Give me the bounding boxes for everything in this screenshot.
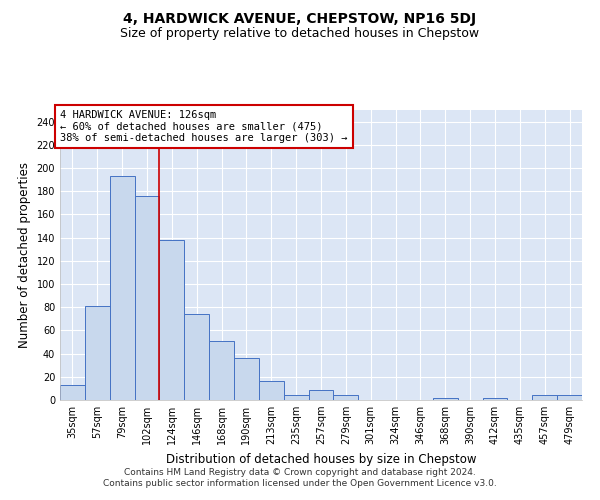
Bar: [110, 176, 134, 400]
Bar: [482, 398, 508, 400]
Bar: [184, 314, 209, 400]
Text: Contains HM Land Registry data © Crown copyright and database right 2024.
Contai: Contains HM Land Registry data © Crown c…: [103, 468, 497, 487]
Bar: [284, 396, 308, 400]
Bar: [160, 240, 184, 400]
Bar: [308, 390, 334, 400]
Bar: [134, 196, 160, 400]
Bar: [557, 396, 582, 400]
Text: Size of property relative to detached houses in Chepstow: Size of property relative to detached ho…: [121, 28, 479, 40]
Bar: [433, 398, 458, 400]
Bar: [334, 396, 358, 400]
Bar: [259, 382, 284, 400]
Text: 4 HARDWICK AVENUE: 126sqm
← 60% of detached houses are smaller (475)
38% of semi: 4 HARDWICK AVENUE: 126sqm ← 60% of detac…: [60, 110, 347, 143]
Bar: [85, 306, 110, 400]
Y-axis label: Number of detached properties: Number of detached properties: [18, 162, 31, 348]
Bar: [234, 358, 259, 400]
Bar: [60, 385, 85, 400]
Bar: [532, 396, 557, 400]
Text: 4, HARDWICK AVENUE, CHEPSTOW, NP16 5DJ: 4, HARDWICK AVENUE, CHEPSTOW, NP16 5DJ: [124, 12, 476, 26]
X-axis label: Distribution of detached houses by size in Chepstow: Distribution of detached houses by size …: [166, 452, 476, 466]
Bar: [209, 341, 234, 400]
